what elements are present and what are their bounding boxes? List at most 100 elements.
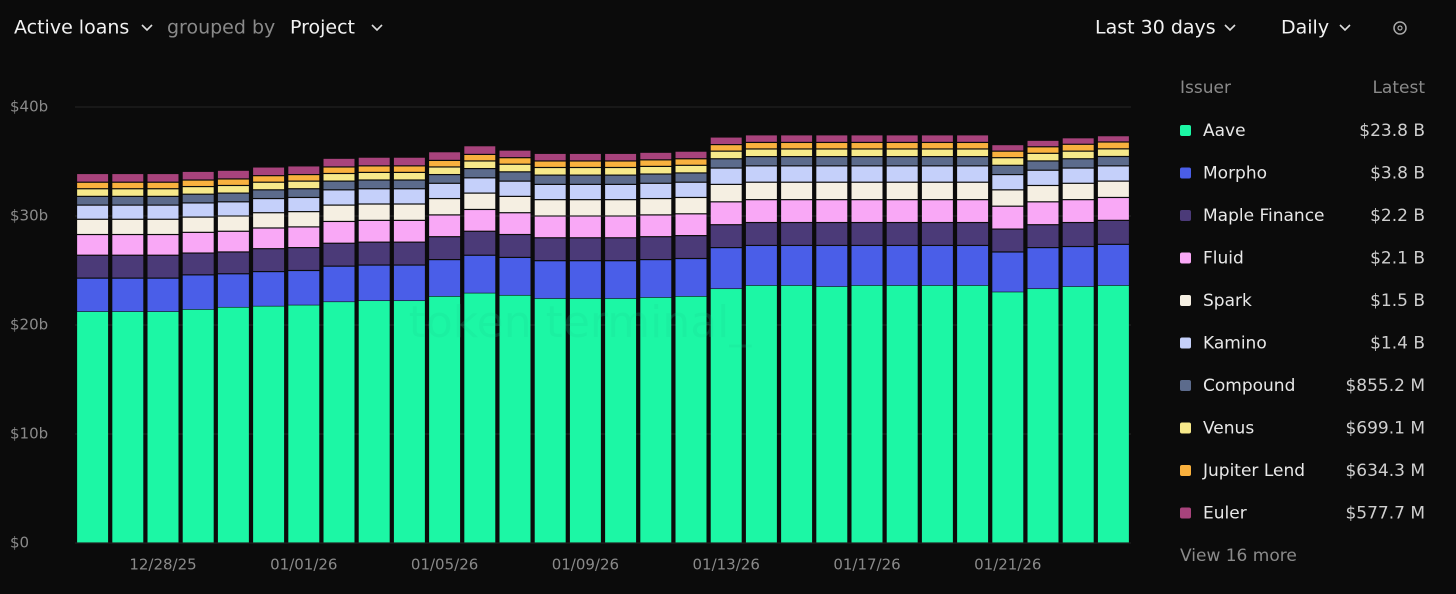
bar-segment bbox=[921, 285, 953, 543]
bar-segment bbox=[640, 297, 672, 543]
settings[interactable] bbox=[1393, 21, 1407, 35]
settings-dot bbox=[1397, 25, 1403, 31]
x-tick-label: 01/17/26 bbox=[833, 556, 900, 574]
legend-latest: $2.1 B bbox=[1370, 249, 1425, 269]
bar-segment bbox=[1097, 157, 1129, 166]
legend-latest: $3.8 B bbox=[1370, 164, 1425, 184]
group[interactable]: Project bbox=[290, 17, 355, 39]
bar-segment bbox=[112, 196, 144, 205]
bar-segment bbox=[640, 183, 672, 198]
bar-segment bbox=[217, 274, 249, 307]
chevron[interactable] bbox=[1339, 24, 1351, 32]
chevron[interactable] bbox=[1224, 24, 1236, 32]
bar-segment bbox=[569, 184, 601, 200]
x-tick-label: 12/28/25 bbox=[129, 556, 196, 574]
chevron[interactable] bbox=[141, 24, 153, 32]
bar-segment bbox=[288, 271, 320, 305]
bar-segment bbox=[745, 200, 777, 222]
x-tick-label: 01/01/26 bbox=[270, 556, 337, 574]
bar-segment bbox=[217, 307, 249, 543]
bar-segment bbox=[1097, 220, 1129, 244]
metric[interactable]: Active loans bbox=[14, 17, 129, 39]
bar-segment bbox=[534, 261, 566, 299]
legend-label: Spark bbox=[1203, 291, 1252, 311]
bar-segment bbox=[992, 206, 1024, 229]
y-tick-label: $0 bbox=[10, 534, 29, 552]
bar-segment bbox=[323, 302, 355, 543]
bar-segment bbox=[675, 296, 707, 543]
legend-more[interactable]: View 16 more bbox=[1180, 546, 1297, 566]
legend-latest: $699.1 M bbox=[1345, 419, 1425, 439]
bar-segment bbox=[605, 261, 637, 299]
bar-segment bbox=[781, 246, 813, 286]
bar-segment bbox=[886, 200, 918, 222]
bar-segment bbox=[640, 215, 672, 237]
bar-segment bbox=[605, 216, 637, 238]
bar-segment bbox=[393, 265, 425, 301]
bar-segment bbox=[429, 296, 461, 543]
bar-segment bbox=[323, 266, 355, 302]
bar-segment bbox=[605, 168, 637, 175]
bar-segment bbox=[745, 246, 777, 286]
bar-segment bbox=[288, 181, 320, 189]
bar-segment bbox=[147, 311, 179, 543]
bar-segment bbox=[569, 175, 601, 184]
grouped-by: grouped by bbox=[167, 17, 275, 39]
bar-segment bbox=[816, 223, 848, 245]
y-tick-label: $10b bbox=[10, 425, 48, 443]
range[interactable]: Last 30 days bbox=[1095, 17, 1216, 39]
legend-label: Kamino bbox=[1203, 334, 1267, 354]
bar-segment bbox=[816, 149, 848, 156]
bar-segment bbox=[358, 189, 390, 204]
legend-label: Compound bbox=[1203, 376, 1295, 396]
legend-swatch bbox=[1180, 125, 1191, 136]
bar-segment bbox=[182, 253, 214, 275]
chevron[interactable] bbox=[371, 24, 383, 32]
bar-segment bbox=[921, 149, 953, 156]
bar-segment bbox=[112, 255, 144, 278]
bar-segment bbox=[217, 193, 249, 202]
bar-segment bbox=[816, 166, 848, 182]
legend-latest: $577.7 M bbox=[1345, 504, 1425, 524]
legend-swatch bbox=[1180, 507, 1191, 519]
bar-segment bbox=[393, 180, 425, 189]
bar-segment bbox=[217, 202, 249, 216]
bar-segment bbox=[921, 223, 953, 245]
legend-label: Maple Finance bbox=[1203, 206, 1325, 226]
bar-segment bbox=[851, 143, 883, 149]
bar-segment bbox=[851, 182, 883, 200]
bar-segment bbox=[499, 172, 531, 181]
bar-segment bbox=[534, 216, 566, 238]
bar-segment bbox=[534, 161, 566, 167]
bar-segment bbox=[323, 222, 355, 243]
bar-segment bbox=[745, 285, 777, 543]
bar-segment bbox=[886, 135, 918, 142]
bar-segment bbox=[147, 219, 179, 234]
bar-segment bbox=[605, 184, 637, 200]
bar-segment bbox=[358, 301, 390, 543]
x-tick-label: 01/05/26 bbox=[411, 556, 478, 574]
bar-segment bbox=[358, 242, 390, 265]
bar-segment bbox=[464, 210, 496, 231]
bar-segment bbox=[781, 157, 813, 166]
bar-segment bbox=[288, 189, 320, 197]
bar-segment bbox=[429, 175, 461, 183]
bar-segment bbox=[605, 161, 637, 167]
x-tick-label: 01/13/26 bbox=[693, 556, 760, 574]
bar-segment bbox=[1027, 248, 1059, 289]
bar-segment bbox=[77, 189, 109, 196]
bar-segment bbox=[1062, 159, 1094, 168]
bar-segment bbox=[323, 190, 355, 205]
bar-segment bbox=[112, 311, 144, 543]
bar-segment bbox=[886, 223, 918, 245]
bar-segment bbox=[77, 182, 109, 189]
bar-segment bbox=[464, 231, 496, 255]
interval[interactable]: Daily bbox=[1281, 17, 1329, 39]
bar-segment bbox=[921, 157, 953, 166]
bar-segment bbox=[429, 260, 461, 297]
bar-segment bbox=[112, 174, 144, 182]
bar-segment bbox=[323, 167, 355, 173]
bar-segment bbox=[1062, 247, 1094, 287]
bar-segment bbox=[217, 216, 249, 231]
